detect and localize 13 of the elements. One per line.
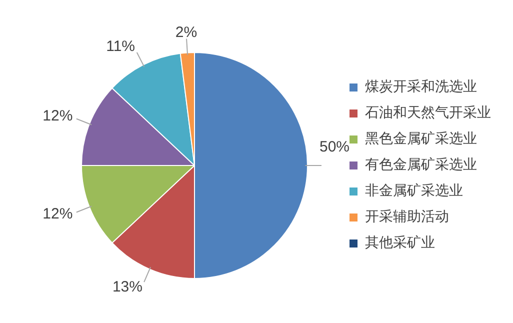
data-label: 50% [320,138,350,156]
legend-label: 煤炭开采和洗选业 [365,79,477,96]
data-label: 11% [106,38,136,56]
legend-label: 有色金属矿采选业 [365,157,477,174]
data-label: 12% [42,108,73,125]
legend-label: 其他采矿业 [365,235,435,252]
legend-label: 石油和天然气开采业 [365,105,491,122]
data-label: 13% [112,278,142,296]
data-label: 2% [175,24,198,41]
legend-label: 黑色金属矿采选业 [365,131,477,148]
legend-label: 非金属矿采选业 [365,183,463,200]
data-label: 12% [42,206,73,223]
legend-label: 开采辅助活动 [365,209,449,226]
